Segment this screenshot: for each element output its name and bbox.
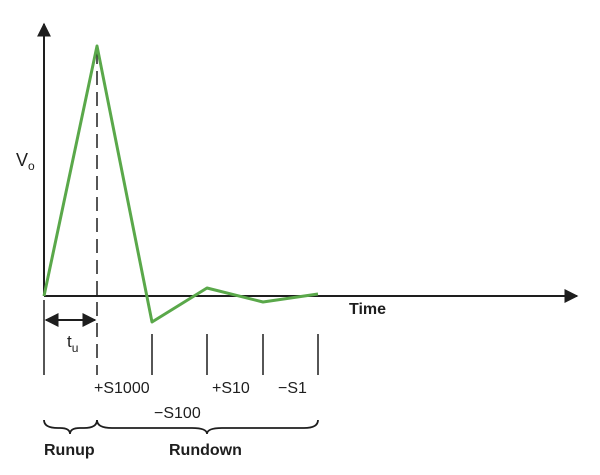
runup-brace — [43, 419, 98, 435]
step-label-plus-s1000: +S1000 — [94, 380, 150, 397]
step-label-minus-s100: −S100 — [154, 405, 201, 422]
rundown-label: Rundown — [169, 442, 242, 459]
step-label-minus-s1: −S1 — [278, 380, 307, 397]
integrator-waveform — [42, 44, 319, 324]
x-axis-label: Time — [349, 301, 386, 318]
y-axis-label: Vo — [16, 150, 35, 173]
tu-label: tu — [67, 332, 78, 355]
step-label-plus-s10: +S10 — [212, 380, 250, 397]
runup-label: Runup — [44, 442, 95, 459]
rundown-brace — [96, 419, 319, 435]
